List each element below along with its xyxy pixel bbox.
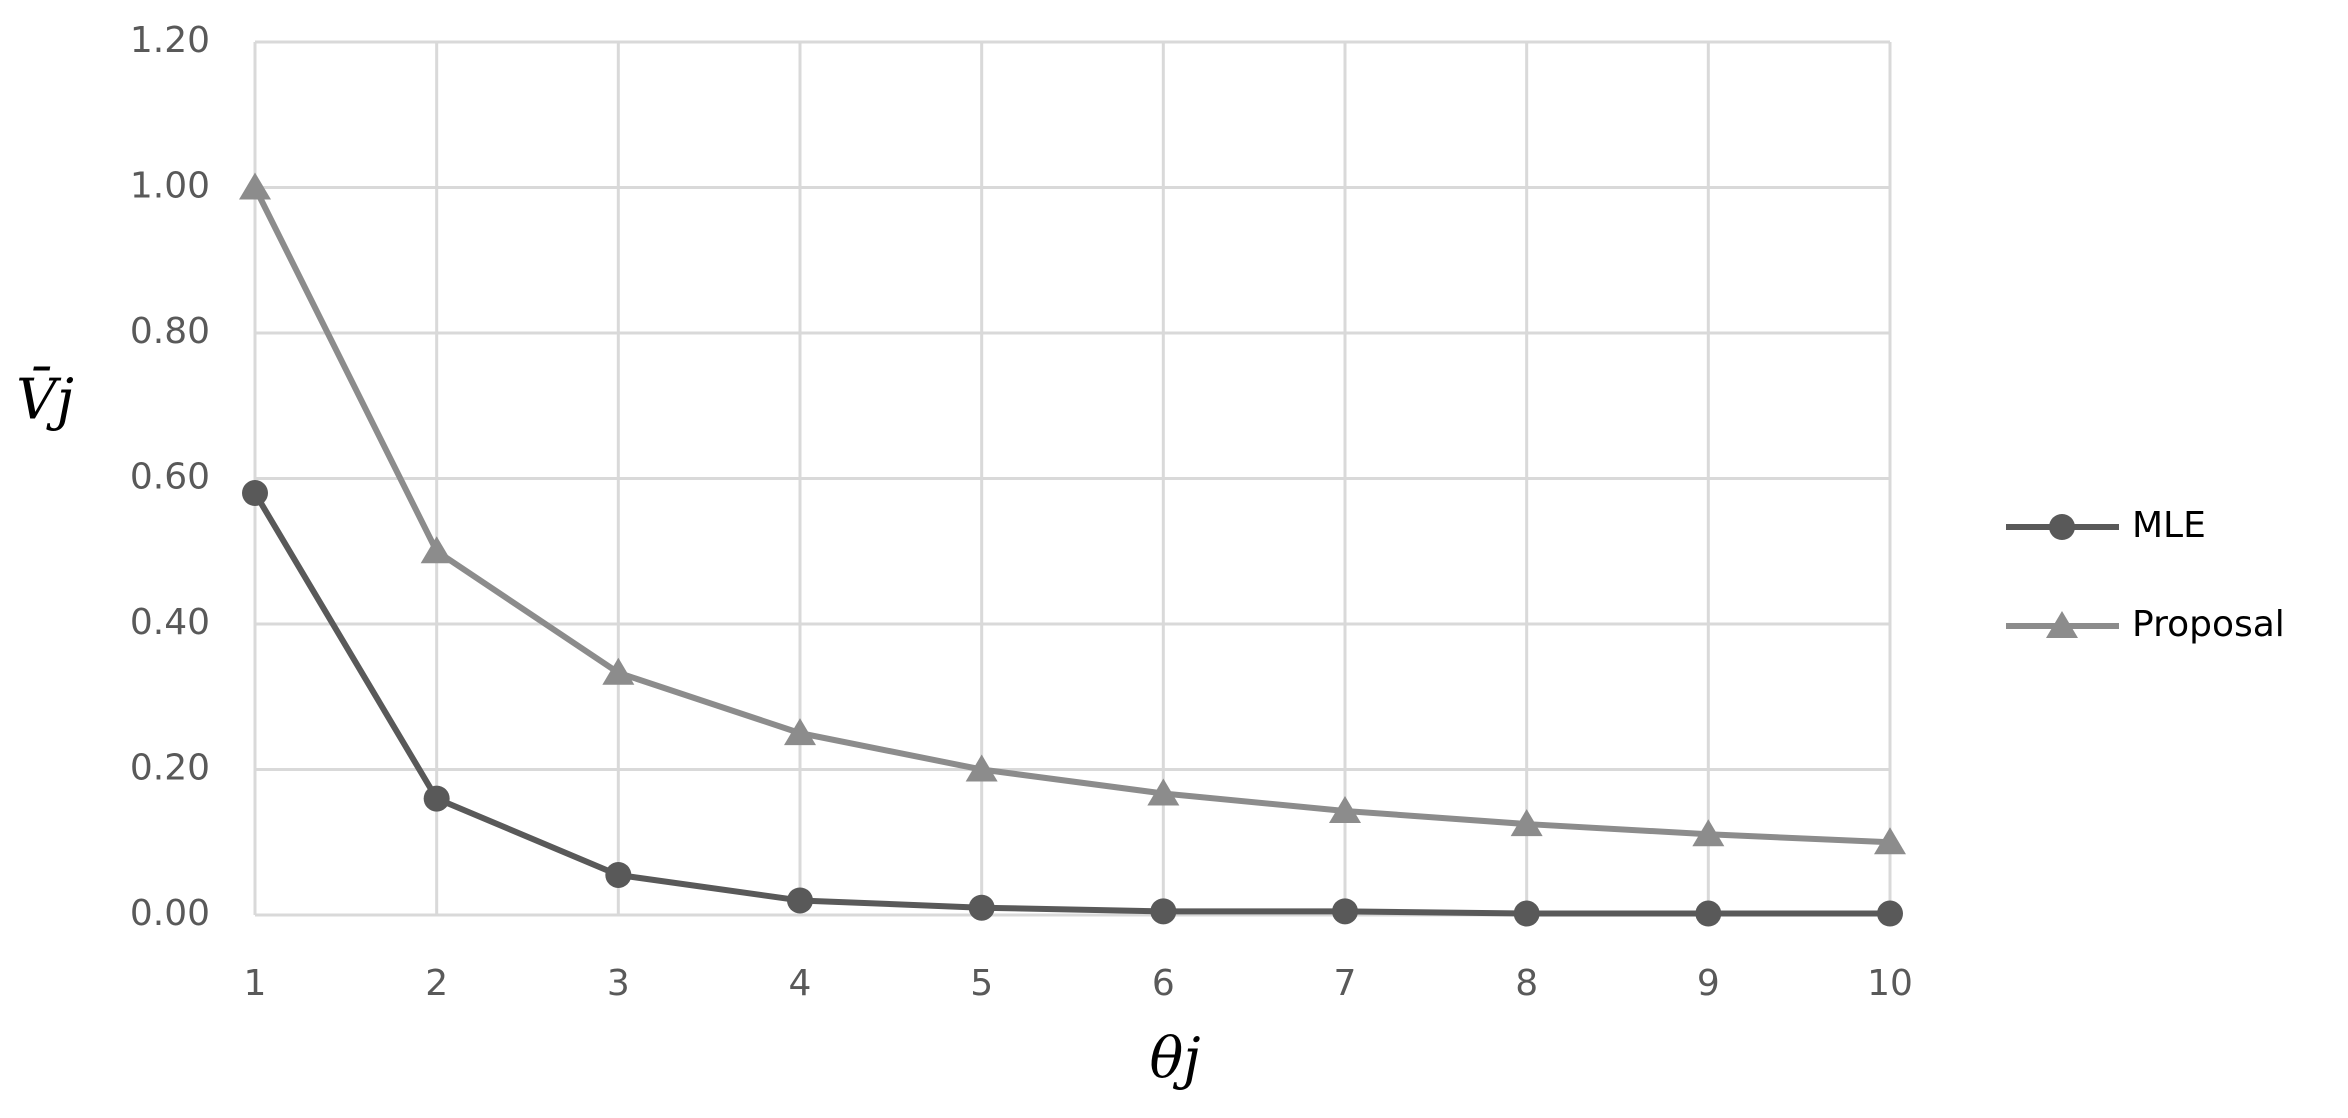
data-point (242, 480, 268, 507)
data-point (1874, 827, 1906, 855)
data-point (1877, 900, 1903, 927)
x-tick-label: 6 (1152, 963, 1175, 1004)
data-point (605, 861, 632, 888)
y-tick-label: 1.20 (130, 20, 210, 61)
data-point (1510, 809, 1543, 837)
series-line (252, 491, 1890, 917)
data-point (1692, 819, 1725, 847)
data-point (1150, 898, 1177, 925)
x-tick-label: 3 (607, 963, 630, 1004)
data-point (602, 657, 635, 685)
data-point (1513, 900, 1540, 927)
data-point (420, 536, 453, 564)
x-axis-label: θj (1149, 1027, 1200, 1092)
y-tick-label: 1.00 (130, 166, 210, 207)
data-point (1147, 778, 1180, 806)
y-tick-label: 0.40 (130, 602, 210, 643)
data-point (423, 785, 450, 812)
x-tick-label: 9 (1697, 963, 1720, 1004)
legend-label: Proposal (2132, 604, 2285, 645)
legend-marker (2046, 611, 2078, 638)
x-tick-label: 4 (789, 963, 812, 1004)
y-tick-label: 0.00 (130, 893, 210, 934)
data-point (1329, 795, 1361, 823)
y-tick-label: 0.60 (130, 457, 210, 498)
x-tick-label: 1 (244, 963, 267, 1004)
x-tick-label: 7 (1334, 963, 1357, 1004)
series-line (252, 186, 1891, 846)
data-point (965, 754, 998, 782)
x-tick-label: 10 (1867, 963, 1913, 1004)
x-tick-label: 2 (425, 963, 448, 1004)
legend-marker (2049, 514, 2075, 540)
y-tick-label: 0.80 (130, 311, 210, 352)
data-point (784, 718, 816, 746)
x-tick-label: 8 (1515, 963, 1538, 1004)
data-point (787, 887, 813, 914)
legend-label: MLE (2132, 505, 2206, 546)
x-tick-label: 5 (970, 963, 993, 1004)
y-tick-label: 0.20 (130, 748, 210, 789)
data-point (1332, 898, 1358, 925)
data-point (1695, 900, 1722, 927)
y-axis-label: V̄j (16, 365, 74, 432)
data-point (239, 172, 271, 200)
data-point (968, 894, 995, 921)
